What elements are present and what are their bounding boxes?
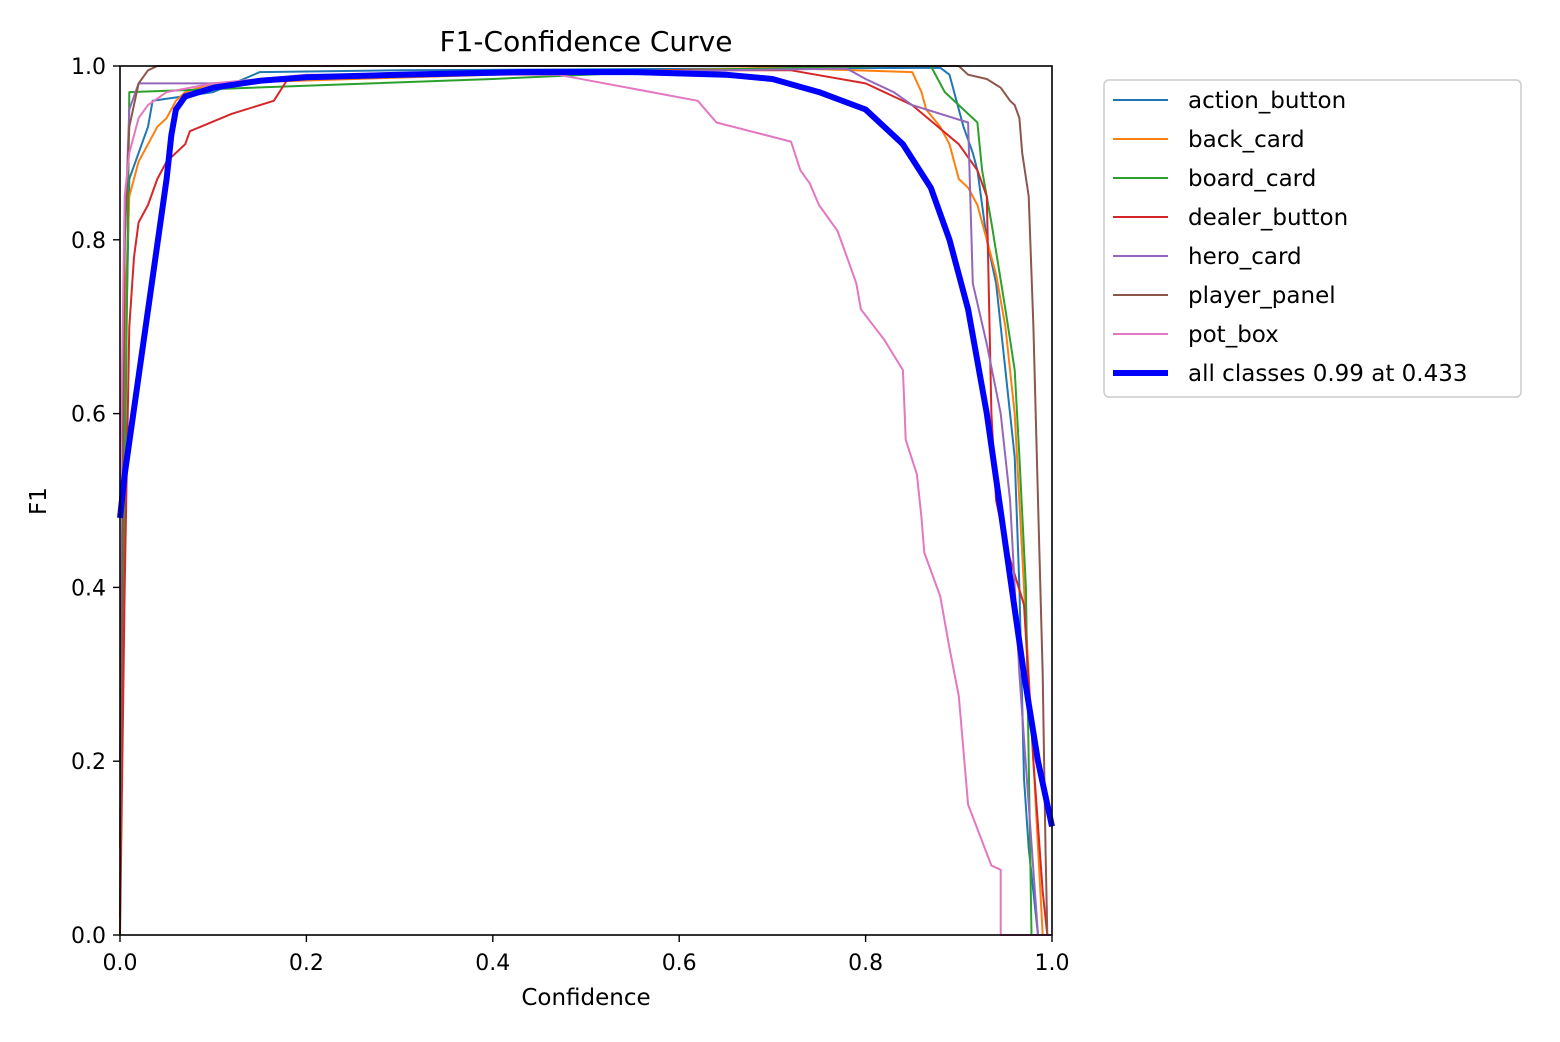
legend-entry: dealer_button — [1188, 205, 1348, 231]
x-tick-label: 1.0 — [1035, 951, 1070, 976]
y-tick-label: 0.4 — [71, 576, 106, 601]
y-tick-label: 0.0 — [71, 924, 106, 949]
x-tick-label: 0.8 — [848, 951, 883, 976]
series-line-player-panel — [119, 65, 1049, 936]
series-line-board-card — [119, 65, 1033, 936]
y-tick-label: 0.6 — [71, 403, 106, 428]
series-line-back-card — [119, 66, 1044, 936]
series-line-pot-box — [119, 73, 1052, 936]
legend-entry: back_card — [1188, 127, 1305, 153]
legend-entry: hero_card — [1188, 244, 1302, 270]
series-line-all-classes-0-99-at-0-433 — [117, 69, 1055, 828]
x-tick-label: 0.2 — [289, 951, 324, 976]
legend-box — [1103, 79, 1522, 398]
legend-entry: pot_box — [1188, 322, 1279, 348]
series-line-action-button — [119, 66, 1039, 936]
series-line-hero-card — [119, 67, 1039, 936]
x-axis-label: Confidence — [521, 985, 650, 1011]
y-tick-label: 0.8 — [71, 229, 106, 254]
x-tick-label: 0.4 — [475, 951, 510, 976]
y-axis-label: F1 — [26, 487, 52, 515]
series-line-dealer-button — [119, 69, 1049, 936]
legend-entry: action_button — [1188, 88, 1346, 114]
x-tick-label: 0.0 — [103, 951, 138, 976]
legend-entry: board_card — [1188, 166, 1316, 192]
y-tick-label: 0.2 — [71, 750, 106, 775]
legend-entry: all classes 0.99 at 0.433 — [1188, 361, 1468, 387]
chart-title: F1-Confidence Curve — [440, 25, 733, 58]
legend-entry: player_panel — [1188, 283, 1336, 309]
x-tick-label: 0.6 — [662, 951, 697, 976]
plot-frame — [119, 65, 1053, 936]
y-tick-label: 1.0 — [71, 55, 106, 80]
legend: action_button back_card board_card dealer_b… — [1103, 79, 1522, 398]
